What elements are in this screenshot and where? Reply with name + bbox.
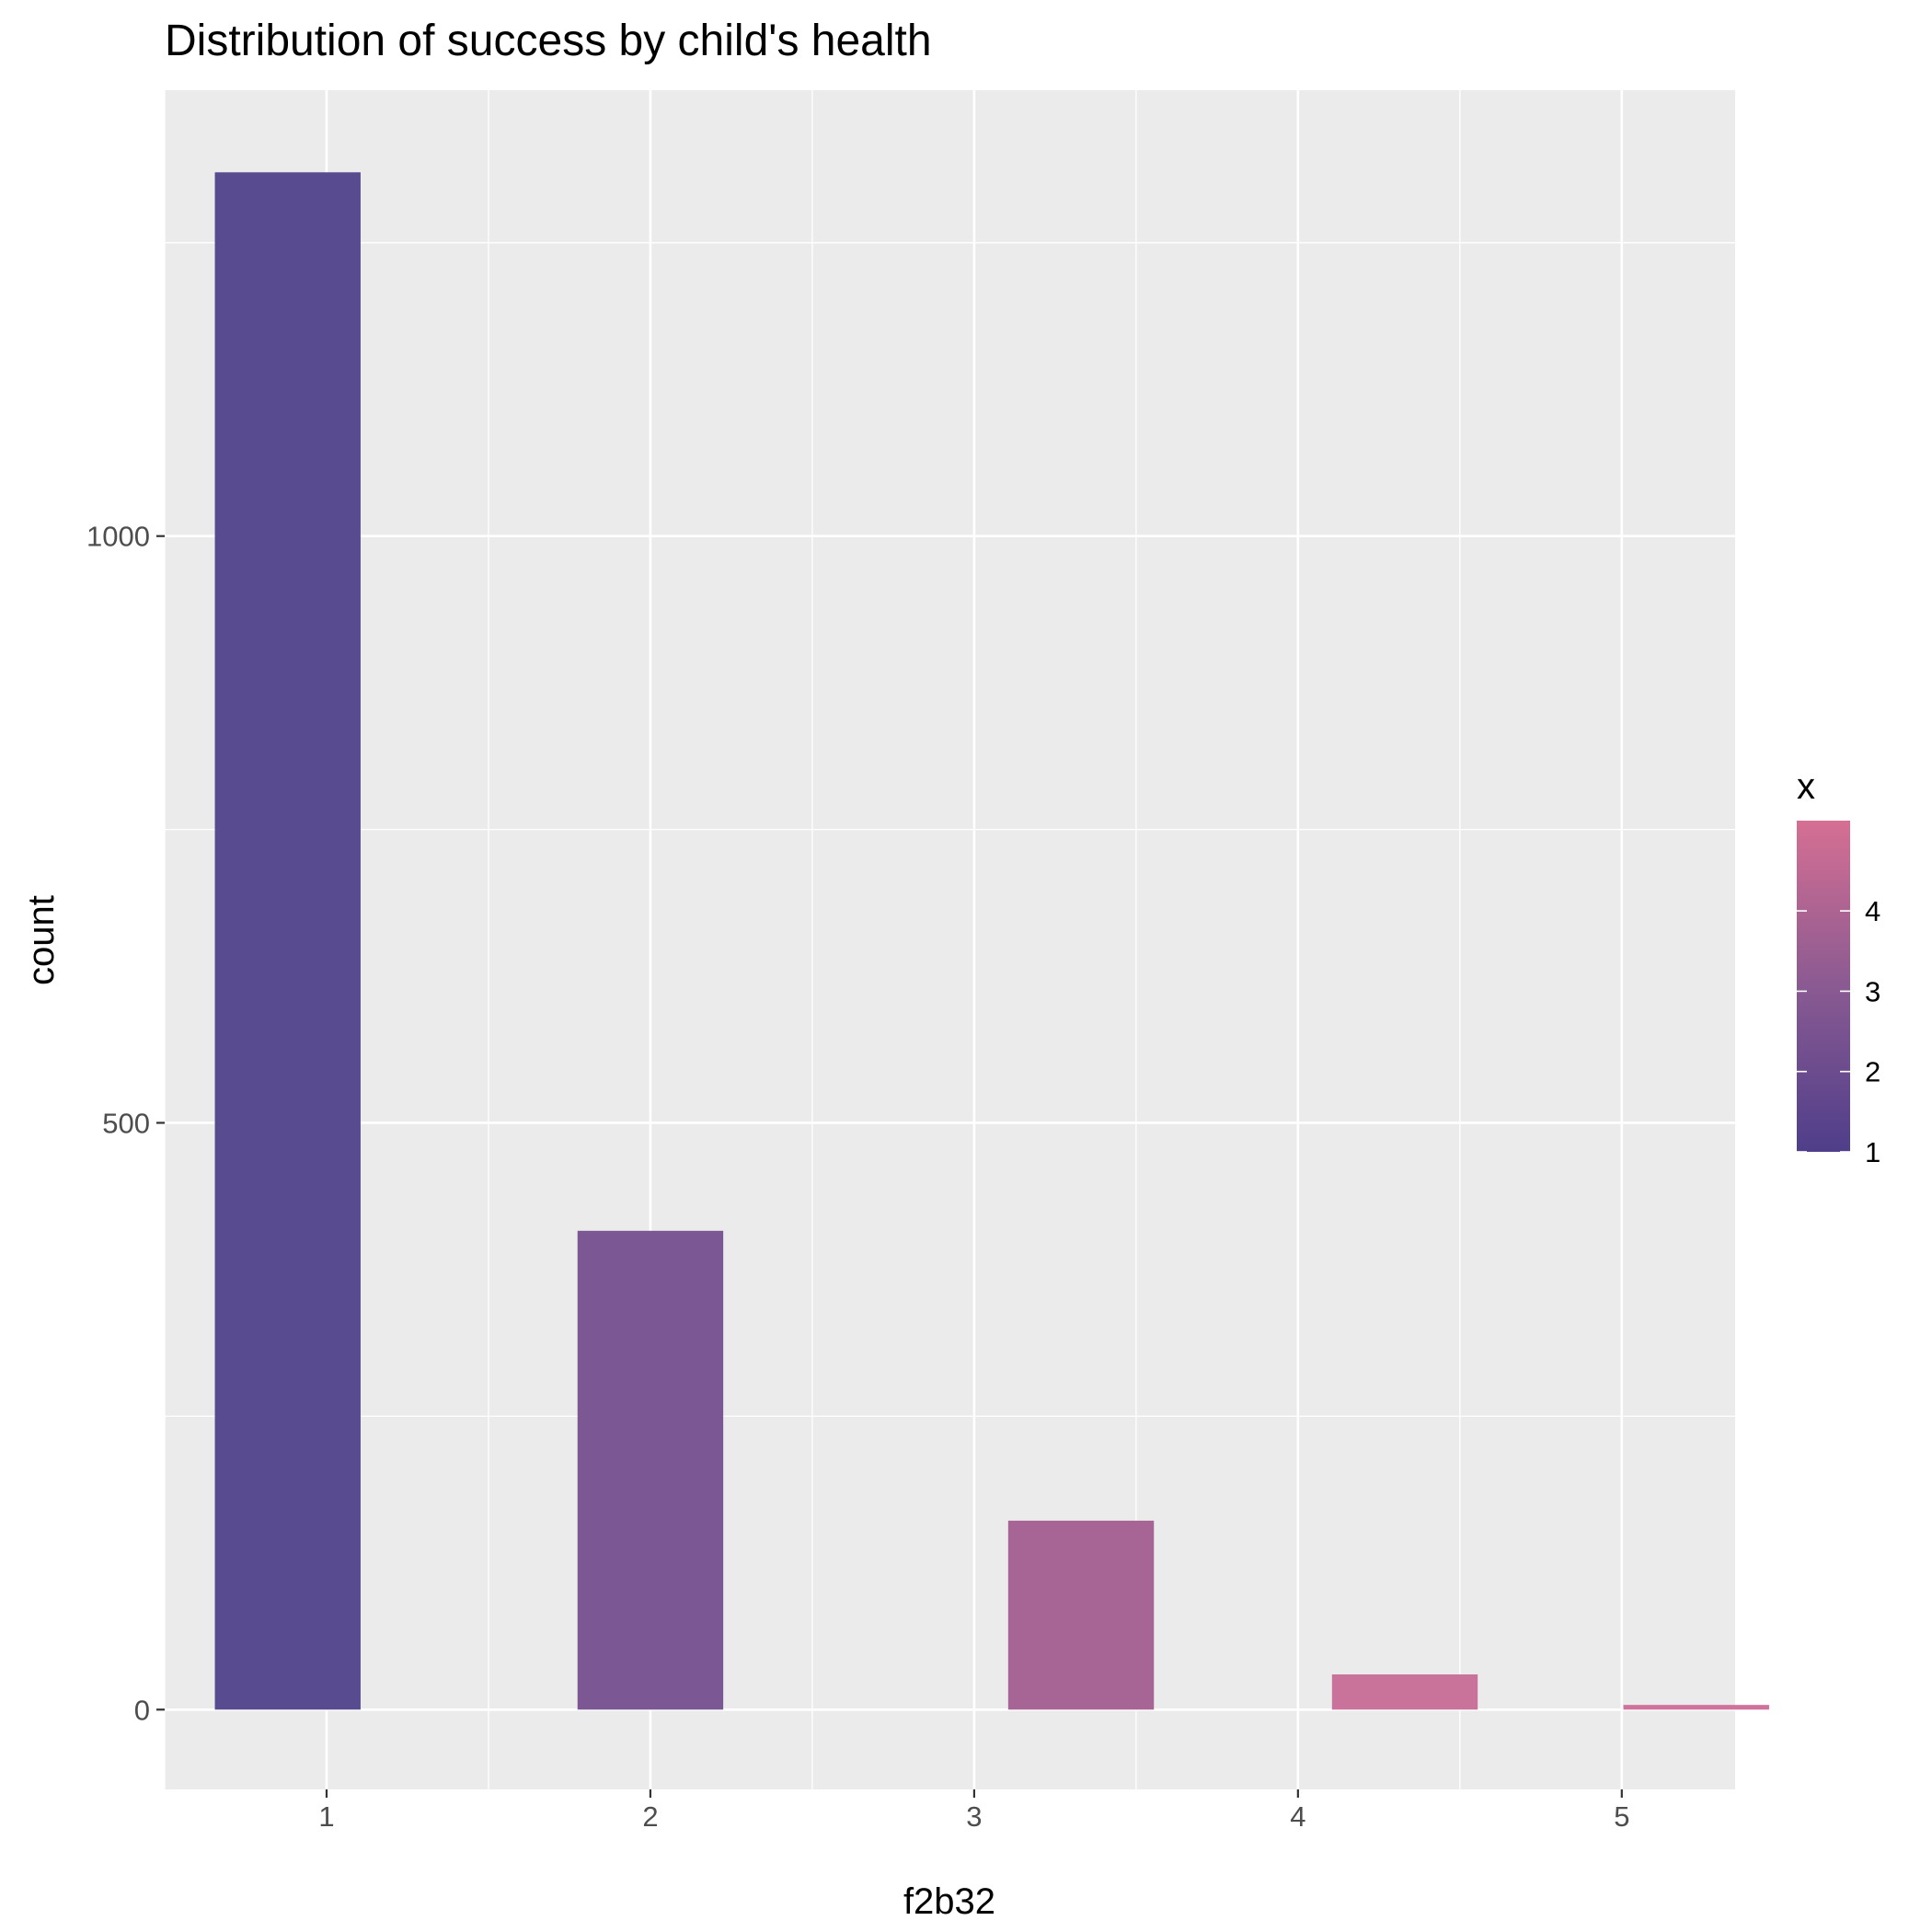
bar-4 <box>1331 1673 1478 1710</box>
bar-1 <box>214 172 361 1710</box>
y-axis: 0 500 1000 <box>86 521 165 1726</box>
y-tick-label: 1000 <box>86 521 150 553</box>
y-axis-title: count <box>21 895 62 985</box>
legend: x 1 2 3 4 <box>1797 766 1880 1168</box>
bar-3 <box>1007 1520 1155 1710</box>
y-tick-label: 0 <box>134 1694 150 1726</box>
x-tick-label: 3 <box>966 1800 982 1833</box>
x-axis-title: f2b32 <box>903 1881 995 1922</box>
x-axis: 1 2 3 4 5 <box>318 1789 1629 1833</box>
bars <box>214 172 1769 1710</box>
legend-tick-label: 3 <box>1865 975 1880 1007</box>
x-tick-label: 4 <box>1290 1800 1305 1833</box>
legend-ticks: 1 2 3 4 <box>1797 895 1880 1168</box>
legend-tick-label: 2 <box>1865 1056 1880 1088</box>
legend-tick-label: 4 <box>1865 895 1880 927</box>
plot-panel <box>165 90 1735 1789</box>
x-tick-label: 1 <box>318 1800 334 1833</box>
y-tick-label: 500 <box>102 1107 150 1139</box>
legend-tick-label: 1 <box>1865 1136 1880 1168</box>
legend-title: x <box>1797 766 1815 807</box>
minor-gridlines <box>164 90 1735 1789</box>
bar-5 <box>1623 1705 1769 1710</box>
x-tick-label: 5 <box>1614 1800 1629 1833</box>
x-tick-label: 2 <box>642 1800 658 1833</box>
chart-title: Distribution of success by child's healt… <box>165 17 932 65</box>
legend-colorbar <box>1797 821 1850 1152</box>
bar-2 <box>577 1230 724 1710</box>
